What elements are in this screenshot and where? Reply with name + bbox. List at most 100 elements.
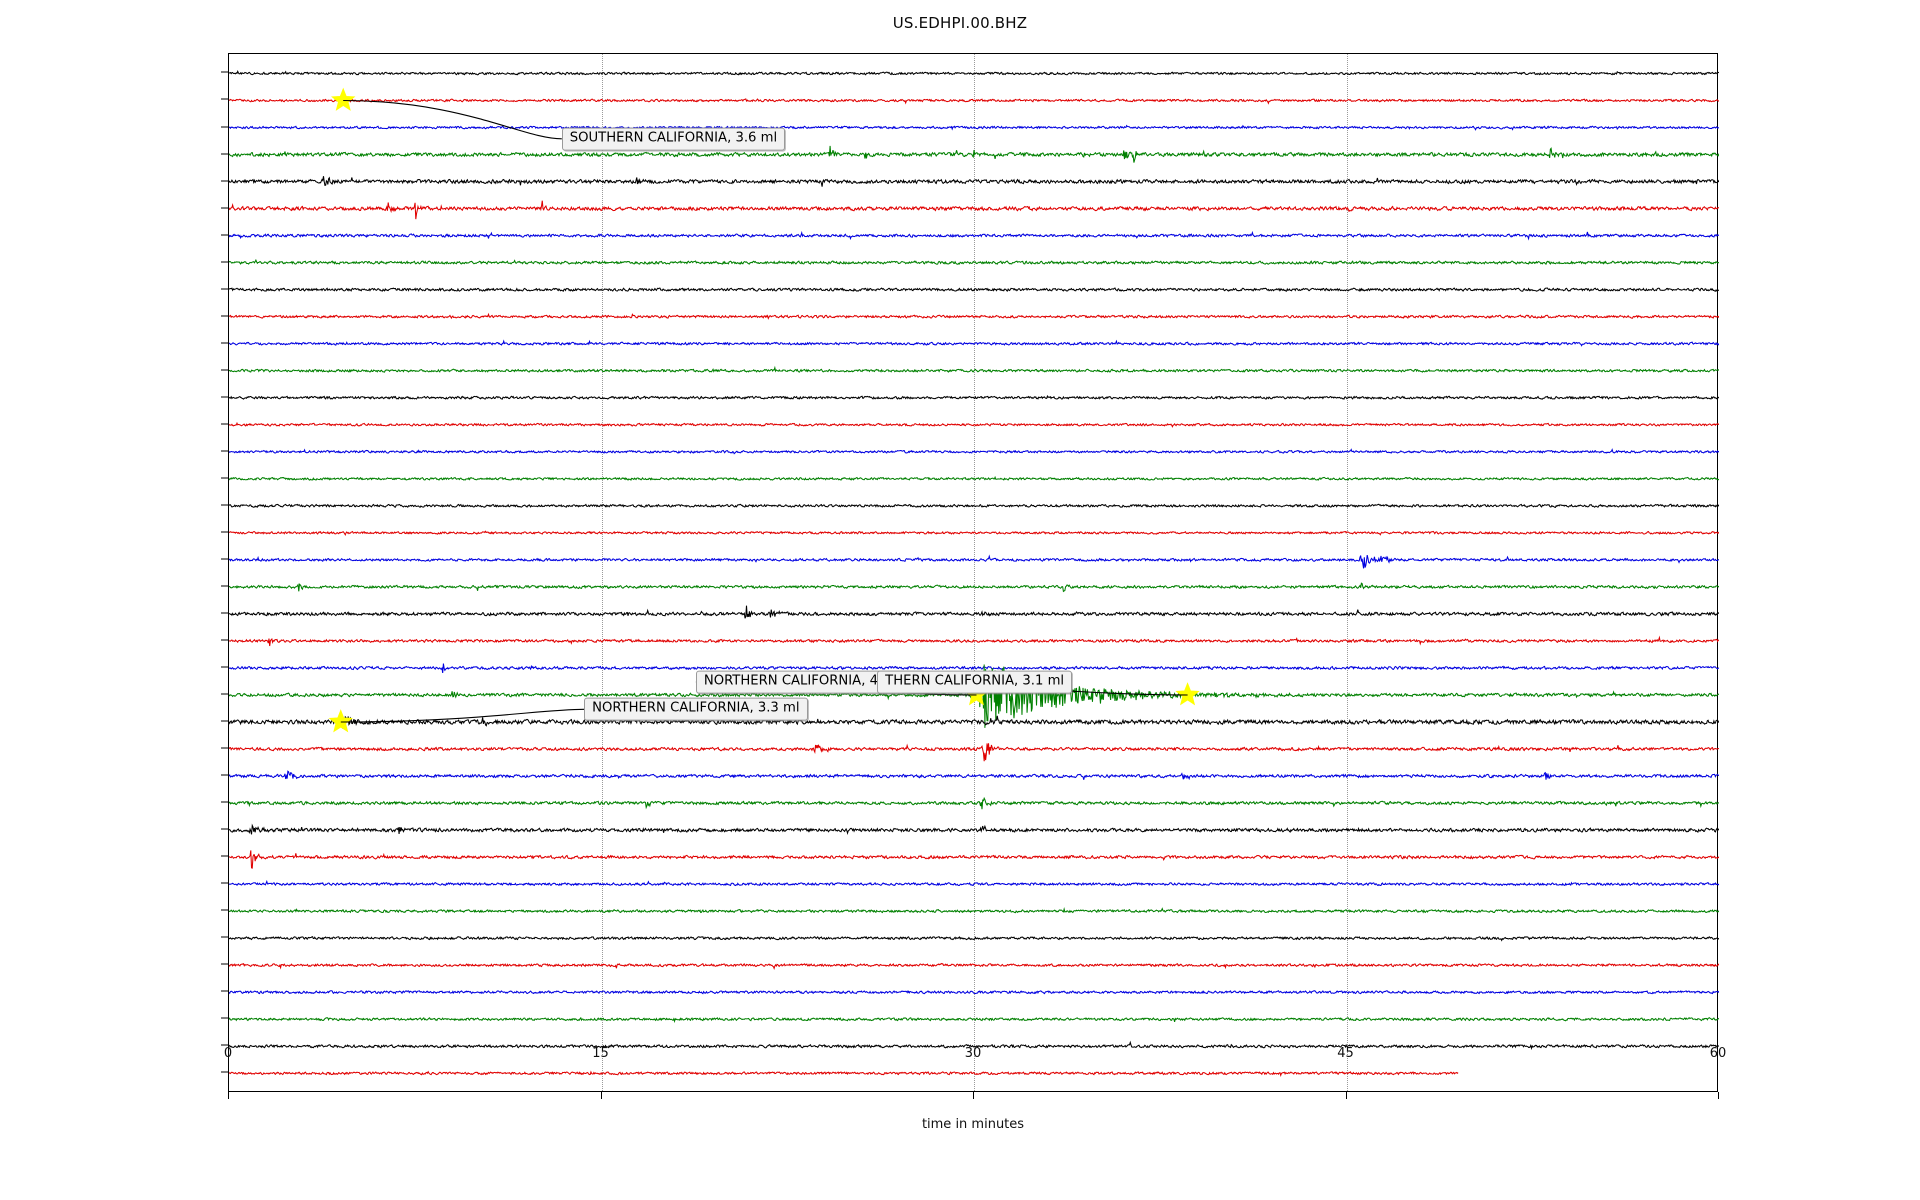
annot-northern-california-33[interactable]: NORTHERN CALIFORNIA, 3.3 ml bbox=[584, 697, 808, 721]
y-tick-mark-23 bbox=[221, 693, 228, 695]
x-tick-label-2: 30 bbox=[964, 1046, 982, 1061]
y-tick-mark-30 bbox=[221, 882, 228, 884]
annot-northern-california-31[interactable]: THERN CALIFORNIA, 3.1 ml bbox=[877, 670, 1073, 694]
y-tick-mark-37 bbox=[221, 1071, 228, 1073]
trace-row-10 bbox=[229, 339, 1719, 347]
y-tick-mark-6 bbox=[221, 234, 228, 236]
trace-row-0 bbox=[229, 69, 1719, 76]
gridline-vertical bbox=[1346, 54, 1348, 1091]
trace-row-25 bbox=[229, 743, 1719, 762]
y-tick-mark-1 bbox=[221, 98, 228, 100]
trace-row-37 bbox=[229, 1070, 1459, 1078]
trace-row-22 bbox=[229, 663, 1719, 674]
y-tick-mark-17 bbox=[221, 531, 228, 533]
trace-row-11 bbox=[229, 365, 1719, 373]
trace-row-30 bbox=[229, 879, 1719, 887]
trace-row-32 bbox=[229, 936, 1719, 942]
trace-row-8 bbox=[229, 287, 1719, 292]
x-tick-mark-0 bbox=[228, 1092, 229, 1099]
y-tick-mark-4 bbox=[221, 180, 228, 182]
y-tick-mark-18 bbox=[221, 558, 228, 560]
x-axis-label: time in minutes bbox=[921, 1117, 1025, 1132]
trace-row-5 bbox=[229, 200, 1719, 220]
trace-row-33 bbox=[229, 962, 1719, 971]
trace-row-24 bbox=[229, 715, 1719, 729]
x-tick-label-3: 45 bbox=[1337, 1046, 1354, 1061]
x-tick-mark-1 bbox=[600, 1092, 602, 1099]
x-tick-label-4: 60 bbox=[1709, 1046, 1727, 1061]
y-tick-mark-32 bbox=[221, 936, 228, 938]
y-tick-mark-8 bbox=[221, 288, 228, 290]
trace-row-27 bbox=[229, 796, 1719, 810]
plot-axes: SOUTHERN CALIFORNIA, 3.6 ml NORTHERN CALI… bbox=[228, 53, 1719, 1092]
y-tick-mark-15 bbox=[221, 477, 228, 479]
y-tick-mark-5 bbox=[221, 207, 228, 209]
y-tick-mark-36 bbox=[221, 1044, 228, 1046]
trace-row-14 bbox=[229, 448, 1719, 455]
y-tick-mark-9 bbox=[221, 315, 228, 317]
y-tick-mark-12 bbox=[221, 396, 228, 398]
trace-row-28 bbox=[229, 823, 1719, 836]
page-title: US.EDHPI.00.BHZ bbox=[892, 14, 1028, 32]
y-tick-mark-25 bbox=[221, 747, 228, 749]
trace-row-7 bbox=[229, 258, 1719, 265]
y-tick-mark-0 bbox=[221, 71, 228, 73]
trace-row-1 bbox=[229, 97, 1719, 105]
y-tick-mark-3 bbox=[221, 153, 228, 155]
trace-row-17 bbox=[229, 530, 1719, 536]
trace-row-9 bbox=[229, 312, 1719, 320]
event-star-icon[interactable] bbox=[328, 709, 353, 733]
event-star-icon[interactable] bbox=[331, 87, 356, 111]
y-tick-mark-13 bbox=[221, 423, 228, 425]
y-tick-mark-27 bbox=[221, 801, 228, 803]
trace-row-16 bbox=[229, 503, 1719, 508]
x-tick-mark-4 bbox=[1718, 1092, 1719, 1099]
event-star-icon[interactable] bbox=[1175, 682, 1200, 706]
y-tick-mark-24 bbox=[221, 720, 228, 722]
trace-row-3 bbox=[229, 145, 1719, 163]
leader-line bbox=[340, 708, 585, 723]
y-tick-mark-11 bbox=[221, 369, 228, 371]
trace-row-34 bbox=[229, 990, 1719, 995]
trace-row-19 bbox=[229, 582, 1719, 593]
gridline-vertical bbox=[601, 54, 603, 1091]
trace-row-35 bbox=[229, 1016, 1719, 1024]
y-tick-mark-7 bbox=[221, 261, 228, 263]
y-tick-mark-2 bbox=[221, 126, 228, 127]
annot-northern-california-40[interactable]: NORTHERN CALIFORNIA, 4.0 mw bbox=[695, 670, 927, 694]
trace-row-4 bbox=[229, 176, 1719, 187]
annotation-layer: SOUTHERN CALIFORNIA, 3.6 ml NORTHERN CALI… bbox=[229, 54, 1717, 1091]
x-tick-mark-3 bbox=[1345, 1092, 1347, 1099]
trace-row-12 bbox=[229, 394, 1719, 400]
annotation-leader-lines bbox=[340, 99, 1188, 723]
y-tick-mark-29 bbox=[221, 855, 228, 857]
x-tick-label-1: 15 bbox=[592, 1046, 609, 1061]
trace-row-15 bbox=[229, 475, 1719, 481]
trace-row-13 bbox=[229, 421, 1719, 428]
trace-row-26 bbox=[229, 770, 1719, 781]
trace-row-20 bbox=[229, 605, 1719, 619]
leader-line bbox=[343, 99, 562, 140]
y-tick-mark-34 bbox=[221, 990, 228, 992]
trace-row-6 bbox=[229, 230, 1719, 241]
y-tick-mark-21 bbox=[221, 639, 228, 641]
y-tick-mark-28 bbox=[221, 828, 228, 830]
y-tick-mark-33 bbox=[221, 963, 228, 965]
grid-layer bbox=[229, 54, 1717, 1091]
y-tick-mark-20 bbox=[221, 612, 228, 614]
trace-row-2 bbox=[229, 124, 1719, 131]
trace-row-29 bbox=[229, 850, 1719, 869]
y-tick-mark-14 bbox=[221, 450, 228, 452]
y-tick-mark-35 bbox=[221, 1017, 228, 1019]
gridline-vertical bbox=[974, 54, 975, 1091]
x-tick-label-0: 0 bbox=[223, 1046, 233, 1061]
y-tick-mark-19 bbox=[221, 585, 228, 587]
y-tick-mark-10 bbox=[221, 342, 228, 344]
y-tick-mark-31 bbox=[221, 909, 228, 911]
trace-row-31 bbox=[229, 906, 1719, 914]
y-tick-mark-22 bbox=[221, 666, 228, 668]
y-tick-mark-16 bbox=[221, 504, 228, 506]
annot-southern-california-36[interactable]: SOUTHERN CALIFORNIA, 3.6 ml bbox=[561, 127, 786, 151]
trace-row-21 bbox=[229, 635, 1719, 647]
